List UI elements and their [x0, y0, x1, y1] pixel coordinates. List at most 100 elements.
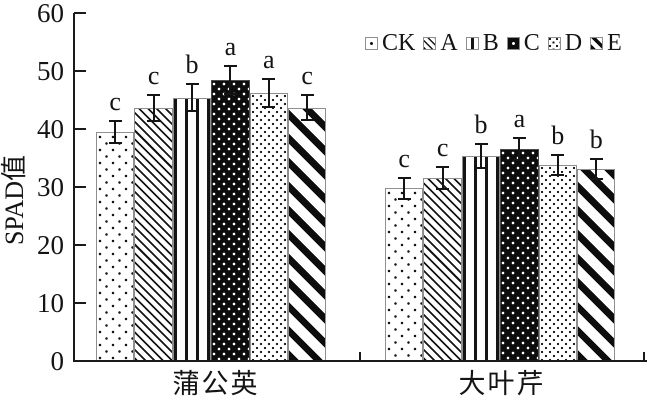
error-bar-cap-bottom: [551, 173, 565, 176]
error-bar-cap-bottom: [436, 188, 450, 191]
error-bar: [191, 84, 193, 111]
legend-label: D: [564, 30, 583, 56]
x-category-label-2: 大叶芹: [458, 369, 546, 399]
y-tick-label-30: 30: [37, 172, 64, 202]
legend-item-e: E: [590, 30, 622, 56]
x-axis-end-cap: [643, 352, 645, 361]
sig-letter: b: [474, 110, 488, 140]
bar-e-cat2: [577, 169, 616, 361]
error-bar: [306, 94, 309, 121]
error-bar-cap-top: [474, 143, 488, 146]
error-bar-cap-top: [147, 94, 161, 97]
legend-label: E: [607, 30, 622, 56]
legend-swatch-c: [506, 36, 520, 50]
legend-label: C: [523, 30, 540, 56]
error-bar-cap-bottom: [512, 159, 526, 162]
legend-label: B: [482, 30, 499, 56]
sig-letter: c: [398, 143, 410, 173]
y-tick-30: [74, 186, 86, 188]
legend-swatch-ck: [365, 36, 378, 50]
y-tick-label-0: 0: [50, 346, 65, 376]
y-tick-60: [74, 12, 86, 14]
x-axis-line: [72, 360, 647, 362]
error-bar: [267, 79, 270, 107]
error-bar-cap-top: [589, 157, 603, 160]
error-bar-cap-bottom: [300, 119, 314, 122]
error-bar-cap-top: [512, 137, 526, 140]
error-bar: [518, 138, 521, 161]
error-bar: [403, 177, 406, 199]
error-bar-cap-bottom: [223, 92, 237, 95]
legend-swatch-d: [547, 36, 561, 50]
legend-item-c: C: [506, 30, 540, 56]
sig-letter: b: [551, 121, 565, 151]
error-bar-cap-bottom: [589, 178, 603, 181]
y-tick-label-40: 40: [37, 114, 64, 144]
error-bar: [556, 155, 559, 175]
bar-ck-cat2: [385, 188, 424, 361]
bar-b-cat1: [172, 97, 212, 361]
y-tick-50: [74, 70, 86, 72]
y-tick-20: [74, 244, 86, 246]
error-bar-cap-top: [436, 166, 450, 169]
error-bar: [480, 144, 482, 169]
error-bar-cap-top: [397, 176, 411, 179]
legend-swatch-a: [423, 36, 437, 50]
y-axis-line: [72, 13, 75, 362]
legend-swatch-e: [590, 36, 604, 50]
x-category-label-1: 蒲公英: [172, 369, 260, 399]
error-bar-cap-top: [185, 83, 199, 86]
error-bar-cap-top: [551, 154, 565, 157]
y-tick-label-50: 50: [37, 56, 64, 86]
bar-d-cat2: [538, 164, 577, 361]
legend-item-ck: CK: [365, 30, 415, 56]
legend-item-b: B: [465, 30, 499, 56]
legend-label: CK: [382, 30, 416, 56]
legend-label: A: [440, 30, 458, 56]
error-bar-cap-bottom: [474, 167, 488, 170]
y-tick-label-20: 20: [37, 230, 64, 260]
bar-b-cat2: [461, 156, 501, 361]
bar-e-cat1: [288, 107, 327, 361]
sig-letter: a: [224, 31, 237, 61]
sig-letter: c: [147, 61, 160, 91]
error-bar-cap-top: [300, 93, 314, 96]
bar-c-cat2: [500, 149, 539, 361]
y-tick-label-60: 60: [37, 0, 64, 28]
error-bar-cap-bottom: [108, 141, 122, 144]
legend: CK A B C D E: [365, 30, 622, 56]
legend-item-a: A: [423, 30, 458, 56]
error-bar: [229, 65, 232, 94]
y-tick-40: [74, 128, 86, 130]
bar-a-cat2: [423, 178, 462, 361]
bar-a-cat1: [134, 108, 173, 361]
error-bar-cap-top: [223, 64, 237, 67]
error-bar: [114, 120, 117, 143]
y-tick-10: [74, 302, 86, 304]
error-bar-cap-bottom: [397, 197, 411, 200]
sig-letter: b: [589, 124, 603, 154]
sig-letter: a: [513, 104, 526, 134]
error-bar: [441, 167, 444, 190]
error-bar: [152, 95, 155, 121]
legend-item-d: D: [547, 30, 583, 56]
error-bar-cap-bottom: [147, 119, 161, 122]
sig-letter: c: [109, 86, 121, 116]
sig-letter: b: [185, 50, 199, 80]
sig-letter: a: [263, 45, 275, 75]
sig-letter: c: [436, 133, 449, 163]
error-bar-cap-bottom: [185, 110, 199, 113]
bar-d-cat1: [249, 93, 288, 361]
error-bar-cap-bottom: [262, 105, 276, 108]
error-bar: [595, 158, 598, 180]
error-bar-cap-top: [262, 78, 276, 81]
bar-c-cat1: [211, 79, 250, 361]
error-bar-cap-top: [108, 119, 122, 122]
bar-ck-cat1: [96, 131, 135, 361]
legend-swatch-b: [465, 36, 479, 50]
sig-letter: c: [301, 60, 313, 90]
x-tick-separator: [358, 352, 361, 361]
y-tick-label-10: 10: [37, 288, 64, 318]
